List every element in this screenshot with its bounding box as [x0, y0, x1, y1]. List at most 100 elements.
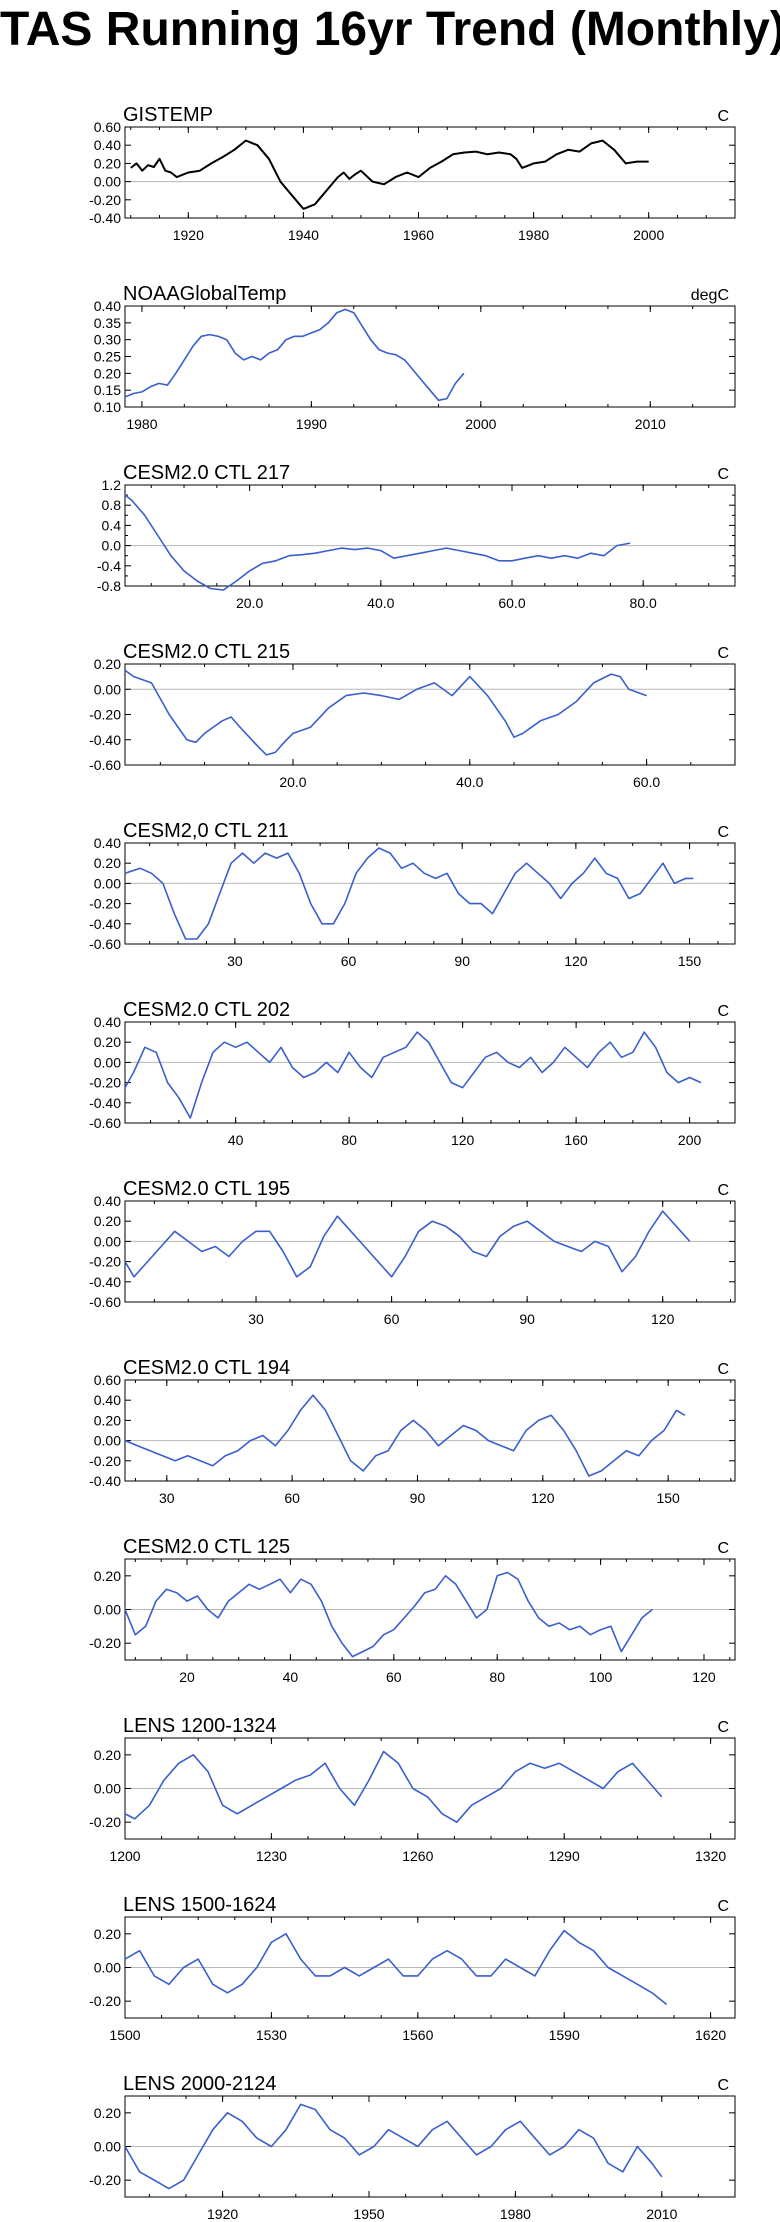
y-tick-label: 0.00	[94, 681, 121, 697]
x-tick-label: 1950	[353, 2206, 384, 2222]
x-tick-label: 160	[564, 1132, 588, 1148]
x-tick-label: 1980	[500, 2206, 531, 2222]
y-tick-label: 0.20	[94, 365, 121, 381]
x-tick-label: 60	[341, 953, 357, 969]
y-tick-label: 0.00	[94, 1433, 121, 1449]
y-tick-label: 0.40	[94, 835, 121, 851]
chart-panel-2: 0.100.150.200.250.300.350.40 1980 1990 2000…	[94, 283, 736, 432]
y-tick-label: -0.40	[89, 916, 121, 932]
unit-label: C	[717, 1719, 729, 1736]
chart-title: CESM2,0 CTL 211	[123, 820, 289, 842]
x-tick-label: 30	[248, 1311, 264, 1327]
x-tick-label: 2010	[635, 416, 666, 432]
y-tick-label: 0.40	[94, 137, 121, 153]
x-tick-label: 2000	[633, 227, 664, 243]
y-tick-label: 0.35	[94, 315, 121, 331]
x-tick-label: 1500	[109, 2027, 140, 2043]
y-tick-label: 0.4	[102, 517, 122, 533]
y-tick-label: 0.10	[94, 399, 121, 415]
unit-label: C	[717, 108, 729, 125]
series-line	[124, 1571, 653, 1658]
unit-label: C	[717, 1540, 729, 1557]
y-tick-label: 0.00	[94, 1960, 121, 1976]
y-tick-label: -0.40	[89, 1095, 121, 1111]
x-tick-label: 1320	[695, 1848, 726, 1864]
chart-title: CESM2.0 CTL 194	[123, 1357, 290, 1379]
x-tick-label: 60	[386, 1669, 402, 1685]
x-tick-label: 1530	[256, 2027, 287, 2043]
x-tick-label: 40	[283, 1669, 299, 1685]
x-tick-label: 1260	[402, 1848, 433, 1864]
y-tick-label: -0.40	[89, 732, 121, 748]
plot-frame	[124, 1200, 736, 1303]
y-tick-label: 0.20	[94, 1568, 121, 1584]
x-tick-label: 200	[678, 1132, 702, 1148]
chart-panel-8: -0.40 -0.20 0.00 0.20 0.40 0.60 30 60 90 120 150 CE…	[89, 1357, 736, 1506]
x-tick-label: 1940	[288, 227, 319, 243]
y-tick-label: 0.20	[94, 1213, 121, 1229]
x-tick-label: 120	[451, 1132, 475, 1148]
x-tick-label: 1980	[126, 416, 157, 432]
x-tick-label: 80.0	[630, 595, 657, 611]
x-tick-label: 80	[489, 1669, 505, 1685]
chart-panel-5: -0.60 -0.40 -0.20 0.00 0.20 0.40 30 60 90 120 150 C…	[89, 820, 736, 969]
chart-panel-1: -0.40 -0.20 0.00 0.20 0.40 0.60 1920 1940 1960 19…	[89, 104, 736, 243]
y-tick-label: 0.30	[94, 332, 121, 348]
x-tick-label: 1230	[256, 1848, 287, 1864]
chart-title: CESM2.0 CTL 217	[123, 462, 290, 484]
y-tick-label: -0.40	[89, 210, 121, 226]
y-tick-label: 1.2	[102, 477, 122, 493]
y-tick-label: 0.40	[94, 1392, 121, 1408]
plot-frame	[124, 663, 736, 766]
chart-title: LENS 2000-2124	[123, 2073, 276, 2095]
y-tick-label: 0.00	[94, 1602, 121, 1618]
x-tick-label: 20.0	[279, 774, 306, 790]
y-tick-label: 0.20	[94, 656, 121, 672]
x-tick-label: 80	[341, 1132, 357, 1148]
x-tick-label: 1990	[296, 416, 327, 432]
x-tick-label: 100	[589, 1669, 613, 1685]
x-tick-label: 2000	[465, 416, 496, 432]
x-tick-label: 60	[384, 1311, 400, 1327]
y-tick-label: 0.00	[94, 1233, 121, 1249]
x-tick-label: 120	[531, 1490, 555, 1506]
unit-label: C	[717, 1361, 729, 1378]
x-tick-label: 1590	[549, 2027, 580, 2043]
y-tick-label: 0.40	[94, 298, 121, 314]
plot-frame	[124, 1379, 736, 1482]
x-tick-label: 30	[159, 1490, 175, 1506]
plot-frame	[124, 1021, 736, 1124]
y-tick-label: -0.4	[97, 558, 121, 574]
y-tick-label: -0.40	[89, 1274, 121, 1290]
x-tick-label: 60	[284, 1490, 300, 1506]
x-tick-label: 30	[227, 953, 243, 969]
unit-label: C	[717, 1898, 729, 1915]
series-line	[124, 847, 694, 940]
x-tick-label: 90	[519, 1311, 535, 1327]
y-tick-label: -0.20	[89, 1254, 121, 1270]
x-tick-label: 120	[651, 1311, 675, 1327]
plot-frame	[124, 126, 736, 219]
x-tick-label: 60.0	[498, 595, 525, 611]
y-tick-label: -0.20	[89, 1993, 121, 2009]
y-tick-label: 0.20	[94, 1412, 121, 1428]
chart-title: LENS 1200-1324	[123, 1715, 276, 1737]
x-tick-label: 1920	[207, 2206, 238, 2222]
y-tick-label: -0.20	[89, 707, 121, 723]
chart-panel-12: -0.20 0.00 0.20 1920 1950 1980 2010 LENS 2000-2…	[89, 2073, 736, 2222]
y-tick-label: -0.20	[89, 1453, 121, 1469]
x-tick-label: 120	[564, 953, 588, 969]
unit-label: C	[717, 2077, 729, 2094]
plot-frame	[124, 305, 736, 408]
x-tick-label: 40.0	[456, 774, 483, 790]
y-tick-label: 0.0	[102, 538, 122, 554]
chart-panel-7: -0.60 -0.40 -0.20 0.00 0.20 0.40 30 60 90 120 CESM…	[89, 1178, 736, 1327]
y-tick-label: -0.60	[89, 1115, 121, 1131]
chart-panel-10: -0.20 0.00 0.20 1200 1230 1260 1290 1320 LENS 12…	[89, 1715, 736, 1864]
series-line	[124, 2103, 663, 2190]
x-tick-label: 2010	[646, 2206, 677, 2222]
x-tick-label: 1290	[549, 1848, 580, 1864]
plot-frame	[124, 484, 736, 587]
unit-label: C	[717, 466, 729, 483]
